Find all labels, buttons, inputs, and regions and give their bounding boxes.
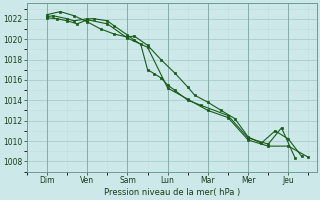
X-axis label: Pression niveau de la mer( hPa ): Pression niveau de la mer( hPa ) (104, 188, 240, 197)
